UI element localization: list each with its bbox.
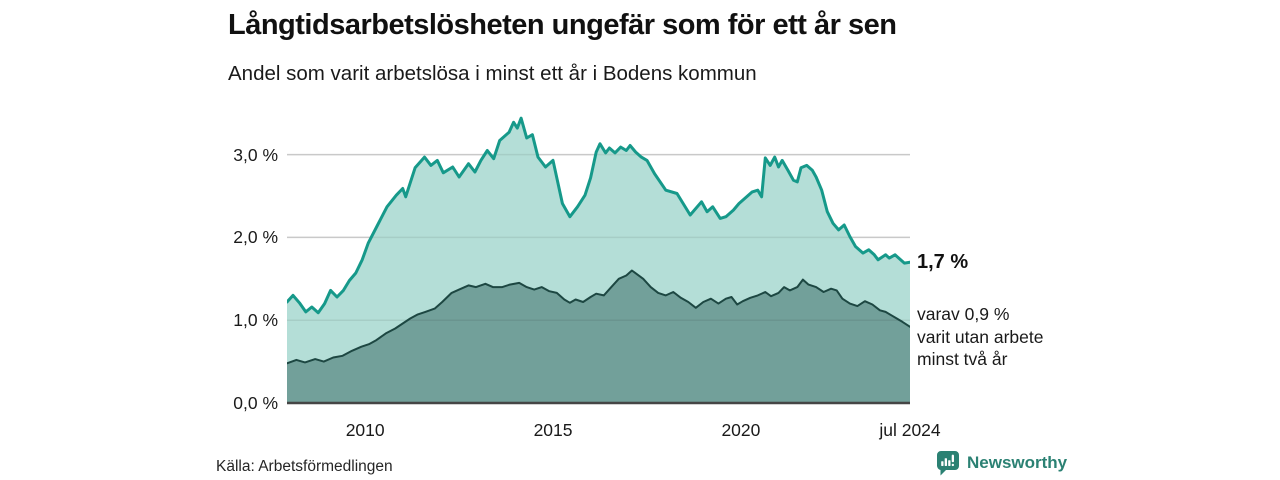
chart-title: Långtidsarbetslösheten ungefär som för e… [228,9,897,41]
plot-area [285,108,912,406]
y-axis-label: 1,0 % [233,310,278,331]
end-note-label: varav 0,9 % varit utan arbete minst två … [917,303,1043,371]
chart-subtitle: Andel som varit arbetslösa i minst ett å… [228,62,757,85]
two-year-line [286,269,911,365]
area-chart [285,116,912,405]
total-line [285,116,912,315]
x-axis-label: 2010 [345,420,385,440]
y-axis-label: 3,0 % [233,144,278,165]
newsworthy-logo-text: Newsworthy [967,453,1068,472]
end-note-line: minst två år [917,349,1008,369]
newsworthy-logo-icon [937,451,959,476]
end-value-label: 1,7 % [917,251,969,273]
y-axis-label: 0,0 % [233,393,278,413]
x-axis-label: jul 2024 [879,420,941,440]
newsworthy-logo[interactable]: Newsworthy [936,450,1067,476]
two-year-area-fill [287,270,910,403]
source-note: Källa: Arbetsförmedlingen [216,458,393,475]
x-axis-label: 2020 [721,420,761,440]
end-note-line: varit utan arbete [917,326,1044,347]
y-axis-label: 2,0 % [233,227,278,248]
end-note-line: varav 0,9 % [917,304,1010,324]
x-axis-label: 2015 [533,420,573,440]
